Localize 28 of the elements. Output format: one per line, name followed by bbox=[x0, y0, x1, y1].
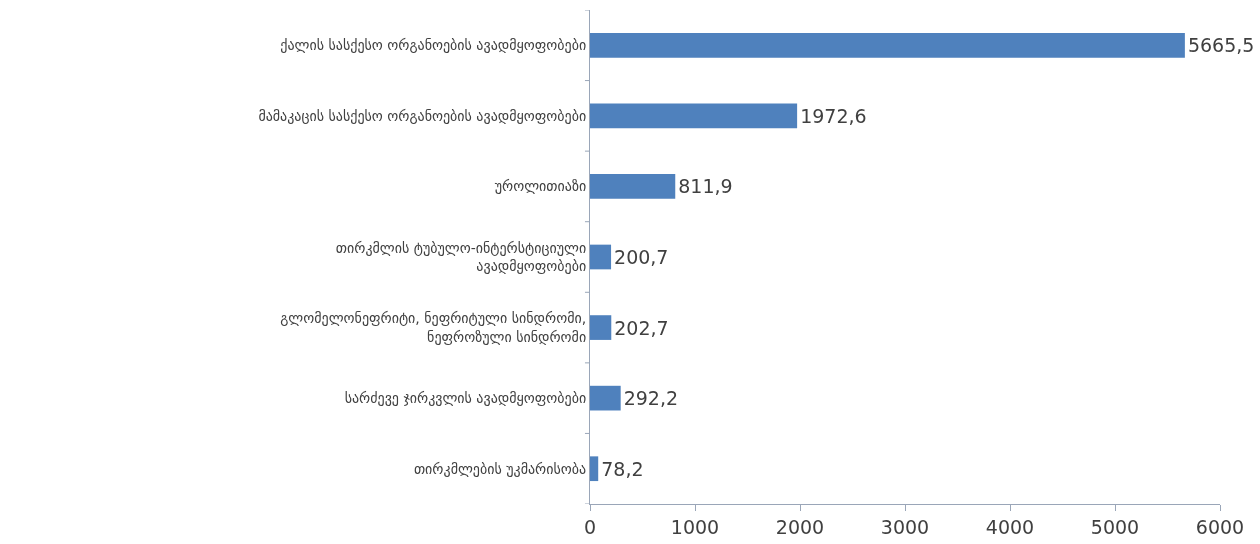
y-tick-label: თირკმლების უკმარისობა bbox=[413, 460, 587, 477]
x-tick-label: 2000 bbox=[775, 515, 825, 538]
bar bbox=[590, 174, 676, 199]
data-label: 1972,6 bbox=[800, 104, 867, 127]
bar bbox=[590, 315, 612, 340]
bar bbox=[590, 456, 599, 482]
bar bbox=[590, 244, 612, 270]
bar bbox=[590, 32, 1185, 58]
x-tick-label: 4000 bbox=[985, 515, 1035, 538]
y-tick-label: თირკმლის ტუბულო-ინტერსტიციული ავადმყოფობები bbox=[335, 239, 587, 274]
data-label: 200,7 bbox=[614, 246, 669, 268]
data-label: 811,9 bbox=[678, 175, 733, 198]
y-tick-label: სარძევე ჯირკვლის ავადმყოფობები bbox=[344, 390, 587, 407]
x-tick-label: 5000 bbox=[1090, 515, 1140, 538]
x-tick-label: 6000 bbox=[1195, 515, 1245, 538]
x-tick-label: 3000 bbox=[880, 515, 930, 538]
bar bbox=[590, 103, 798, 129]
bar bbox=[590, 385, 621, 411]
x-tick-label: 1000 bbox=[670, 515, 720, 538]
y-tick-label: გლომელონეფრიტი, ნეფრიტული სინდრომი, ნეფროზული სინდრომი bbox=[280, 310, 587, 345]
y-tick-label: უროლითიაზი bbox=[494, 178, 587, 195]
y-tick-label: ქალის სასქესო ორგანოების ავადმყოფობები bbox=[280, 37, 587, 54]
data-label: 78,2 bbox=[601, 457, 644, 480]
data-label: 292,2 bbox=[623, 387, 679, 410]
data-label: 202,7 bbox=[614, 316, 669, 339]
data-label: 5665,5 bbox=[1187, 34, 1255, 57]
y-tick-label: მამაკაცის სასქესო ორგანოების ავადმყოფობები bbox=[258, 107, 587, 124]
x-tick-label: 0 bbox=[583, 515, 597, 538]
